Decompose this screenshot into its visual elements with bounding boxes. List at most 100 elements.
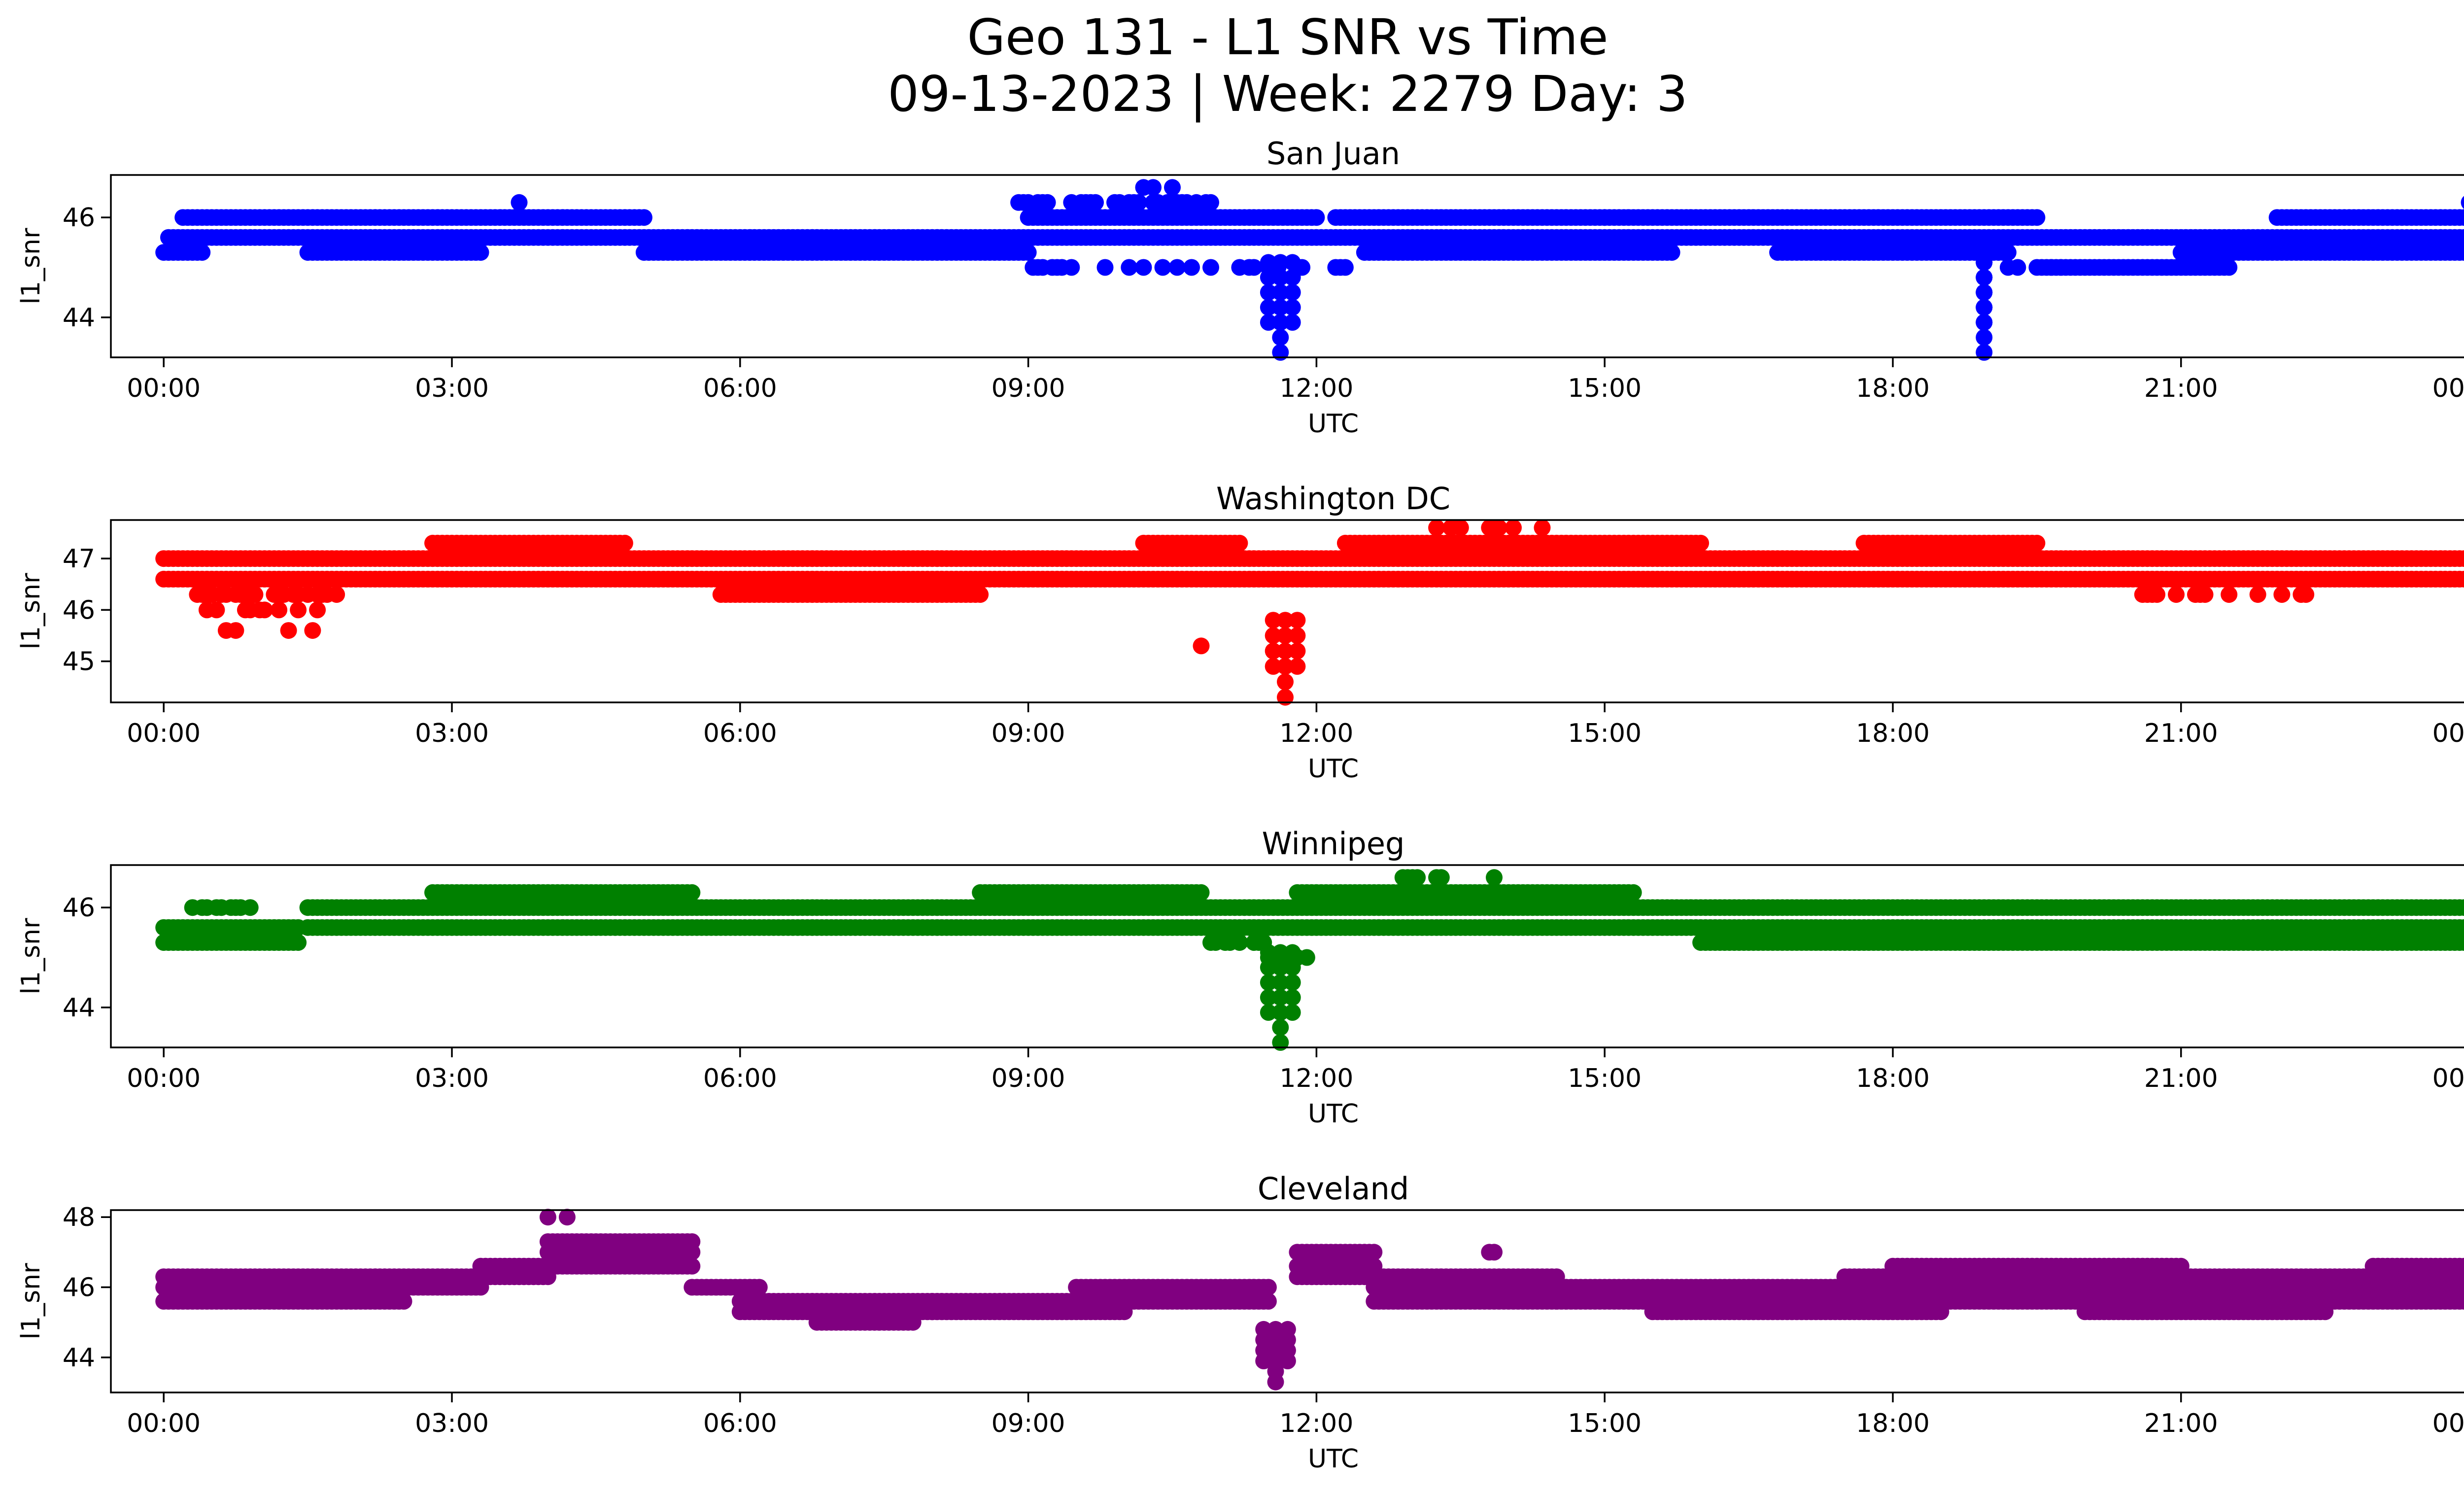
data-point — [1272, 254, 1289, 271]
data-point — [1260, 299, 1277, 316]
y-tick-label: 46 — [63, 893, 95, 923]
data-point — [511, 194, 528, 211]
data-point — [1277, 689, 1294, 706]
data-point — [1260, 944, 1277, 961]
data-point — [1289, 627, 1306, 644]
x-axis-label: UTC — [1308, 1099, 1359, 1129]
data-point — [635, 209, 652, 226]
data-point — [1272, 329, 1289, 346]
x-tick-label: 21:00 — [2144, 374, 2218, 403]
scatter-series-washington-dc — [155, 519, 2464, 706]
data-point — [1168, 259, 1186, 276]
x-tick-label: 00:00 — [2432, 1064, 2464, 1093]
data-point — [2053, 259, 2070, 276]
data-point — [1284, 254, 1301, 271]
data-point — [2461, 572, 2464, 586]
y-tick-label: 45 — [63, 647, 95, 677]
x-tick-label: 18:00 — [1856, 374, 1930, 403]
data-point — [1265, 642, 1282, 660]
data-point — [1020, 244, 1037, 261]
data-point — [241, 899, 259, 916]
data-point — [904, 1314, 922, 1331]
data-point — [2168, 586, 2185, 603]
data-point — [2028, 534, 2046, 552]
data-point — [1534, 519, 1551, 536]
data-point — [246, 586, 264, 603]
x-tick-label: 00:00 — [2432, 719, 2464, 748]
data-point — [1265, 658, 1282, 675]
data-point — [1625, 884, 1642, 901]
axis-ticks: 00:00 03:00 06:00 09:00 12:00 15:00 18:00 21:00… — [63, 544, 2464, 748]
x-tick-label: 09:00 — [992, 719, 1065, 748]
data-point — [1154, 259, 1171, 276]
y-tick-label: 46 — [63, 595, 95, 625]
axis-ticks: 00:00 03:00 06:00 09:00 12:00 15:00 18:00 21:00… — [63, 203, 2464, 403]
data-point — [1284, 944, 1301, 961]
data-point — [972, 586, 989, 603]
data-point — [1505, 519, 1522, 536]
data-point — [1284, 989, 1301, 1006]
data-point — [1486, 869, 1503, 886]
data-point — [1366, 1244, 1383, 1261]
data-point — [1272, 284, 1289, 301]
data-point — [1336, 259, 1354, 276]
data-point — [1692, 534, 1710, 552]
x-tick-label: 03:00 — [415, 374, 489, 403]
x-tick-label: 15:00 — [1568, 374, 1642, 403]
data-point — [1260, 284, 1277, 301]
data-point — [1265, 612, 1282, 629]
data-point — [2297, 586, 2315, 603]
subplot-title: Cleveland — [1258, 1171, 1409, 1207]
data-point — [2196, 586, 2214, 603]
axis-ticks: 00:00 03:00 06:00 09:00 12:00 15:00 18:00 21:00… — [63, 893, 2464, 1093]
plot-frame — [110, 864, 2464, 1048]
data-point — [2221, 259, 2238, 276]
data-point — [1145, 179, 1162, 196]
data-point — [1231, 934, 1248, 951]
y-axis-label: l1_snr — [16, 573, 46, 650]
data-point — [1260, 314, 1277, 331]
x-axis-label: UTC — [1308, 409, 1359, 439]
data-point — [304, 622, 321, 639]
figure-title-line2: 09-13-2023 | Week: 2279 Day: 3 — [888, 65, 1687, 123]
data-point — [1490, 519, 1507, 536]
data-point — [1277, 612, 1294, 629]
x-tick-label: 03:00 — [415, 1064, 489, 1093]
data-point — [1277, 658, 1294, 675]
y-axis-label: l1_snr — [16, 228, 46, 305]
data-point — [1096, 259, 1114, 276]
x-tick-label: 06:00 — [703, 719, 777, 748]
data-point — [2461, 921, 2464, 934]
data-point — [684, 1257, 701, 1275]
data-point — [2221, 586, 2238, 603]
data-point — [1284, 974, 1301, 991]
data-point — [1063, 259, 1080, 276]
data-point — [1193, 637, 1210, 655]
data-point — [1284, 269, 1301, 286]
data-point — [1999, 244, 2017, 261]
data-point — [1289, 642, 1306, 660]
data-point — [1260, 269, 1277, 286]
data-point — [194, 244, 211, 261]
data-point — [1260, 959, 1277, 976]
data-point — [2273, 586, 2291, 603]
data-point — [1272, 974, 1289, 991]
data-point — [2461, 231, 2464, 244]
data-point — [1272, 344, 1289, 361]
subplot-san-juan: San Juan UTC l1_snr 00:00 03:00 06:00 09:00… — [16, 136, 2464, 439]
x-tick-label: 06:00 — [703, 374, 777, 403]
x-tick-label: 18:00 — [1856, 719, 1930, 748]
data-point — [1277, 642, 1294, 660]
data-point — [309, 601, 326, 619]
data-point — [1433, 869, 1450, 886]
data-point — [1284, 284, 1301, 301]
data-point — [1135, 259, 1152, 276]
data-point — [2461, 901, 2464, 914]
subplot-title: San Juan — [1266, 136, 1400, 172]
data-point — [1039, 194, 1056, 211]
x-tick-label: 06:00 — [703, 1064, 777, 1093]
data-point — [2028, 209, 2046, 226]
data-point — [1272, 1004, 1289, 1021]
data-point — [1193, 884, 1210, 901]
